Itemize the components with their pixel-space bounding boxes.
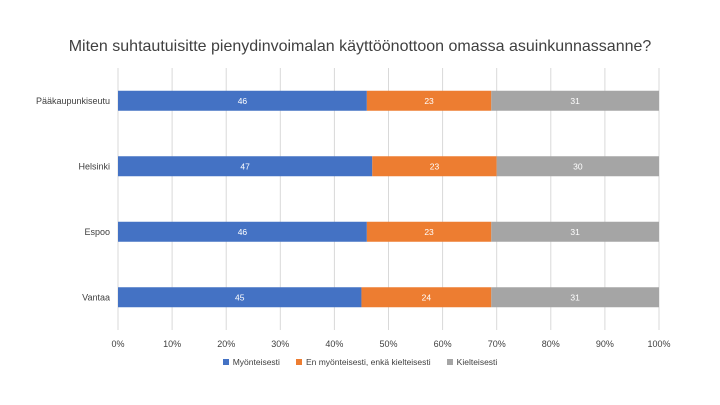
bars bbox=[118, 90, 659, 308]
bar-segment bbox=[118, 156, 373, 177]
legend-label: Myönteisesti bbox=[232, 357, 280, 367]
data-label: 23 bbox=[430, 161, 440, 171]
category-label: Pääkaupunkiseutu bbox=[36, 96, 110, 106]
chart-title: Miten suhtautuisitte pienydinvoimalan kä… bbox=[68, 38, 652, 55]
legend-swatch bbox=[222, 359, 229, 365]
data-label: 46 bbox=[238, 227, 248, 237]
bar-segment bbox=[372, 156, 497, 177]
legend-item: En myönteisesti, enkä kielteisesti bbox=[295, 357, 431, 367]
x-tick-label: 90% bbox=[596, 339, 614, 349]
data-label: 30 bbox=[573, 161, 583, 171]
category-label: Helsinki bbox=[78, 161, 110, 171]
legend-swatch bbox=[295, 359, 302, 365]
data-label: 24 bbox=[422, 292, 432, 302]
legend-label: En myönteisesti, enkä kielteisesti bbox=[305, 357, 431, 367]
data-label: 31 bbox=[570, 227, 580, 237]
x-tick-label: 60% bbox=[434, 339, 452, 349]
bar-segment bbox=[118, 90, 367, 111]
category-label: Espoo bbox=[84, 227, 110, 237]
bar-segment bbox=[366, 221, 492, 242]
legend-label: Kielteisesti bbox=[456, 357, 498, 367]
bar-segment bbox=[491, 221, 659, 242]
data-label: 47 bbox=[240, 161, 250, 171]
legend: Myönteisesti En myönteisesti, enkä kielte… bbox=[0, 357, 720, 367]
labels: 0% 10% 20% 30% 40% 50% 60% 70% 80% 90% 100% Pääkaup… bbox=[36, 96, 671, 349]
legend-item: Kielteisesti bbox=[446, 357, 498, 367]
bar-segment bbox=[361, 287, 492, 308]
legend-item: Myönteisesti bbox=[222, 357, 280, 367]
bar-segment bbox=[118, 221, 367, 242]
x-tick-label: 50% bbox=[379, 339, 397, 349]
data-label: 23 bbox=[424, 227, 434, 237]
x-tick-label: 30% bbox=[271, 339, 289, 349]
data-label: 46 bbox=[238, 96, 248, 106]
category-label: Vantaa bbox=[82, 292, 110, 302]
bar-segment bbox=[118, 287, 362, 308]
x-tick-label: 80% bbox=[542, 339, 560, 349]
x-tick-label: 20% bbox=[217, 339, 235, 349]
legend-swatch bbox=[446, 359, 453, 365]
x-tick-label: 100% bbox=[647, 339, 670, 349]
data-label: 31 bbox=[570, 292, 580, 302]
bar-segment bbox=[491, 287, 659, 308]
x-tick-label: 0% bbox=[111, 339, 124, 349]
bar-segment bbox=[496, 156, 659, 177]
x-tick-label: 10% bbox=[163, 339, 181, 349]
data-label: 23 bbox=[424, 96, 434, 106]
x-tick-label: 70% bbox=[488, 339, 506, 349]
data-label: 31 bbox=[570, 96, 580, 106]
bar-segment bbox=[491, 90, 659, 111]
data-label: 45 bbox=[235, 292, 245, 302]
x-tick-label: 40% bbox=[325, 339, 343, 349]
gridlines bbox=[117, 68, 660, 330]
bar-segment bbox=[366, 90, 492, 111]
